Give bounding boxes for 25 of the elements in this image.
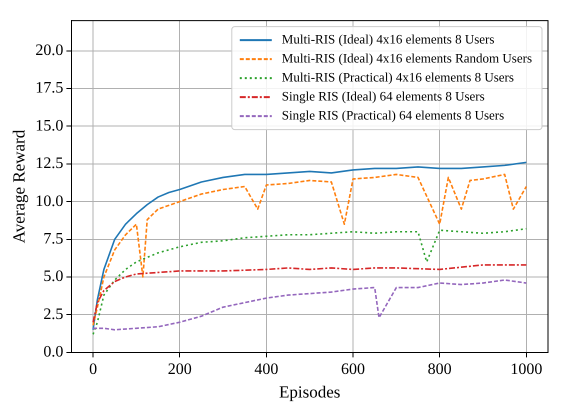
x-axis-title: Episodes <box>279 382 340 402</box>
y-tick-label: 17.5 <box>35 80 64 97</box>
legend-label: Multi-RIS (Ideal) 4x16 elements Random Users <box>282 50 532 66</box>
legend-label: Multi-RIS (Practical) 4x16 elements 8 Users <box>282 70 514 85</box>
y-tick-label: 0.0 <box>43 344 64 361</box>
x-tick-label: 800 <box>428 361 452 378</box>
line-series <box>92 228 528 336</box>
y-tick-label: 2.5 <box>43 306 64 323</box>
y-axis-title: Average Reward <box>10 129 29 244</box>
legend-label: Single RIS (Practical) 64 elements 8 Users <box>282 108 504 123</box>
line-series <box>92 264 528 324</box>
x-tick-label: 1000 <box>510 361 542 378</box>
x-tick-label: 200 <box>168 361 192 378</box>
line-series <box>92 279 528 331</box>
y-tick-label: 20.0 <box>35 42 64 59</box>
y-tick-label: 10.0 <box>35 192 64 210</box>
legend-label: Multi-RIS (Ideal) 4x16 elements 8 Users <box>282 32 494 47</box>
x-tick-label: 0 <box>89 361 98 378</box>
y-tick-label: 12.5 <box>35 155 64 172</box>
x-tick-label: 600 <box>341 361 366 378</box>
legend-label: Single RIS (Ideal) 64 elements 8 Users <box>282 88 485 104</box>
y-tick-label: 5.0 <box>43 268 64 286</box>
y-tick-label: 15.0 <box>35 117 64 134</box>
x-tick-label: 400 <box>254 361 278 378</box>
y-tick-label: 7.5 <box>43 230 64 248</box>
